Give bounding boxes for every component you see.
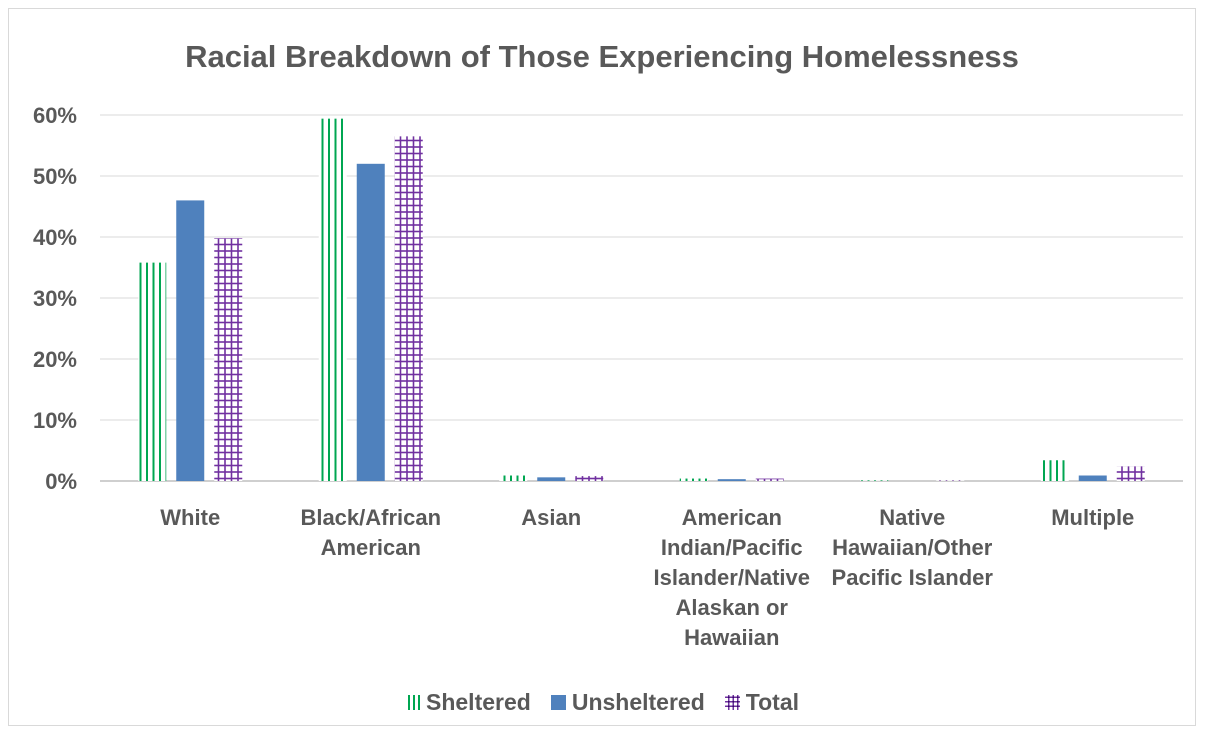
x-category-label: White — [160, 505, 220, 530]
bars — [138, 118, 1145, 482]
y-tick-label: 10% — [33, 408, 77, 433]
bar-total — [755, 478, 784, 481]
x-category-label-line: Indian/Pacific — [661, 535, 803, 560]
x-category-label-line: Multiple — [1051, 505, 1134, 530]
legend-item-total: Total — [724, 689, 799, 716]
bar-sheltered — [499, 475, 528, 481]
x-category-label-line: Pacific Islander — [832, 565, 994, 590]
x-category-label-line: Hawaiian — [684, 625, 779, 650]
chart-frame: Racial Breakdown of Those Experiencing H… — [8, 8, 1196, 726]
y-tick-label: 40% — [33, 225, 77, 250]
legend-item-sheltered: Sheltered — [405, 689, 531, 716]
legend: Sheltered Unsheltered Total — [9, 689, 1195, 716]
y-tick-label: 0% — [45, 469, 77, 494]
bar-sheltered — [679, 478, 708, 481]
bar-total — [936, 480, 965, 481]
legend-label: Unsheltered — [571, 689, 705, 715]
x-category-label: American Indian/Pacific Islander/Native Ala… — [653, 505, 810, 650]
bar-sheltered — [1040, 460, 1069, 481]
x-category-label-line: White — [160, 505, 220, 530]
x-category-label-line: American — [682, 505, 782, 530]
bar-total — [214, 238, 243, 481]
y-tick-label: 30% — [33, 286, 77, 311]
legend-swatch — [405, 695, 420, 710]
bar-sheltered — [860, 480, 889, 481]
x-category-label-line: Islander/Native — [653, 565, 810, 590]
bar-sheltered — [138, 262, 167, 481]
y-tick-label: 50% — [33, 164, 77, 189]
x-category-label-line: Hawaiian/Other — [832, 535, 993, 560]
bar-chart: 0% 10% 20% 30% 40% 50% 60% White Black/African A… — [33, 103, 1183, 650]
x-category-label: Asian — [521, 505, 581, 530]
legend-swatch — [724, 695, 740, 710]
chart-title: Racial Breakdown of Those Experiencing H… — [185, 39, 1019, 74]
y-tick-label: 20% — [33, 347, 77, 372]
bar-sheltered — [318, 118, 347, 481]
bar-total — [575, 476, 604, 481]
bar-unsheltered — [537, 477, 566, 481]
legend-label: Sheltered — [426, 689, 531, 715]
bar-unsheltered — [356, 163, 385, 482]
bar-unsheltered — [176, 200, 205, 481]
bar-total — [1116, 466, 1145, 481]
legend-item-unsheltered: Unsheltered — [550, 689, 705, 716]
legend-swatch — [550, 695, 566, 710]
bar-unsheltered — [717, 479, 746, 481]
x-category-label-line: Native — [879, 505, 945, 530]
x-category-label-line: Black/African — [300, 505, 441, 530]
bar-unsheltered — [1078, 475, 1107, 481]
y-tick-label: 60% — [33, 103, 77, 128]
x-category-label-line: Asian — [521, 505, 581, 530]
x-category-label: Native Hawaiian/Other Pacific Islander — [832, 505, 994, 590]
bar-total — [394, 136, 423, 481]
x-category-label-line: Alaskan or — [676, 595, 789, 620]
x-category-label: Black/African American — [300, 505, 441, 560]
gridlines — [100, 114, 1183, 482]
legend-label: Total — [745, 689, 799, 715]
x-category-label-line: American — [321, 535, 421, 560]
y-axis-ticks: 0% 10% 20% 30% 40% 50% 60% — [33, 103, 77, 494]
x-category-label: Multiple — [1051, 505, 1134, 530]
x-axis-categories: White Black/African American Asian American I… — [160, 505, 1134, 650]
